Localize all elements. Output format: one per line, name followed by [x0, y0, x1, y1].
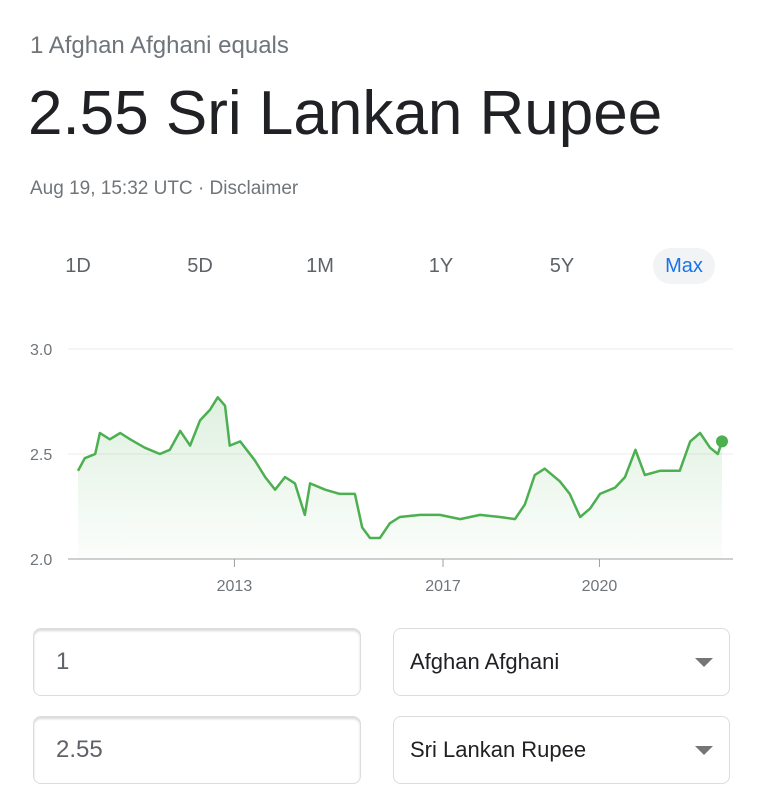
dropdown-arrow [695, 658, 713, 667]
chart: 2.0 2.5 3.0 2013 2017 2020 [30, 342, 733, 595]
subtitle: 1 Afghan Afghani equals [30, 32, 289, 59]
y-tick-label: 3.0 [30, 342, 52, 359]
range-tab[interactable]: 5D [187, 255, 213, 277]
dropdown-arrow [695, 746, 713, 755]
amount-input[interactable]: 2.55 [33, 716, 361, 784]
x-tick-label: 2020 [582, 578, 618, 595]
disclaimer-link[interactable]: Disclaimer [209, 178, 299, 199]
y-tick-label: 2.5 [30, 447, 52, 464]
last-point [716, 435, 728, 448]
separator: · [197, 178, 205, 199]
currency-select[interactable]: Sri Lankan Rupee [393, 716, 730, 784]
price-line [76, 396, 724, 540]
timestamp-line: Aug 19, 15:32 UTC · Disclaimer [30, 178, 298, 200]
currency-name: Sri Lankan Rupee [410, 737, 587, 762]
amount-input[interactable]: 1 [33, 628, 361, 696]
currency-name: Afghan Afghani [410, 649, 560, 674]
x-tick-label: 2013 [217, 578, 253, 595]
x-tick-label: 2017 [425, 578, 461, 595]
currency-select[interactable]: Afghan Afghani [393, 628, 730, 696]
area-fill [78, 397, 722, 559]
range-tab[interactable]: 1M [306, 255, 334, 277]
range-tab[interactable]: 1Y [428, 255, 454, 277]
range-tab[interactable]: 5Y [549, 255, 575, 277]
result: 2.55 Sri Lankan Rupee [28, 79, 663, 148]
y-tick-label: 2.0 [30, 552, 52, 569]
range-tab-selected[interactable]: Max [653, 248, 715, 284]
timestamp: Aug 19, 15:32 UTC [30, 178, 193, 199]
range-tab[interactable]: 1D [65, 255, 91, 277]
